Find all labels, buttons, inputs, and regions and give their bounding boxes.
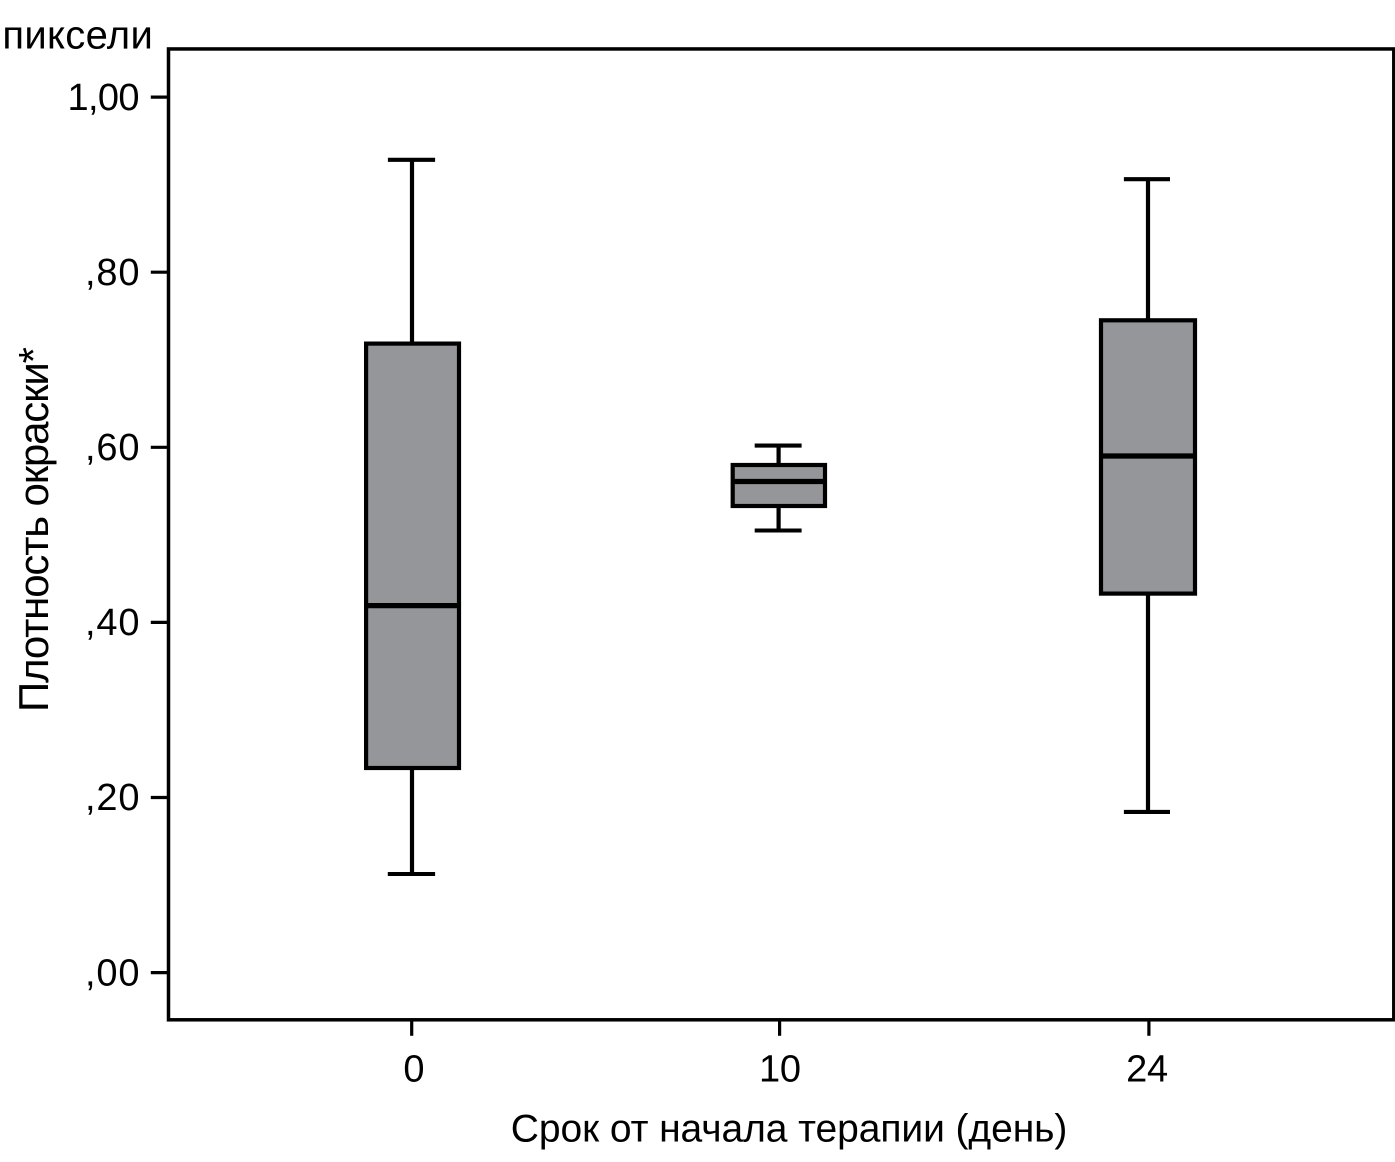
svg-text:,40: ,40	[85, 602, 140, 644]
svg-text:,60: ,60	[85, 427, 140, 469]
svg-text:1,00: 1,00	[68, 77, 140, 119]
svg-text:,00: ,00	[85, 952, 140, 994]
svg-text:пиксели: пиксели	[2, 13, 152, 57]
svg-text:Плотность окраски*: Плотность окраски*	[10, 347, 57, 712]
svg-text:10: 10	[759, 1049, 801, 1091]
svg-text:0: 0	[403, 1049, 424, 1091]
svg-text:Срок от начала терапии (день): Срок от начала терапии (день)	[511, 1108, 1068, 1151]
svg-text:,80: ,80	[85, 252, 140, 294]
svg-text:,20: ,20	[85, 777, 140, 819]
svg-text:24: 24	[1126, 1049, 1168, 1091]
